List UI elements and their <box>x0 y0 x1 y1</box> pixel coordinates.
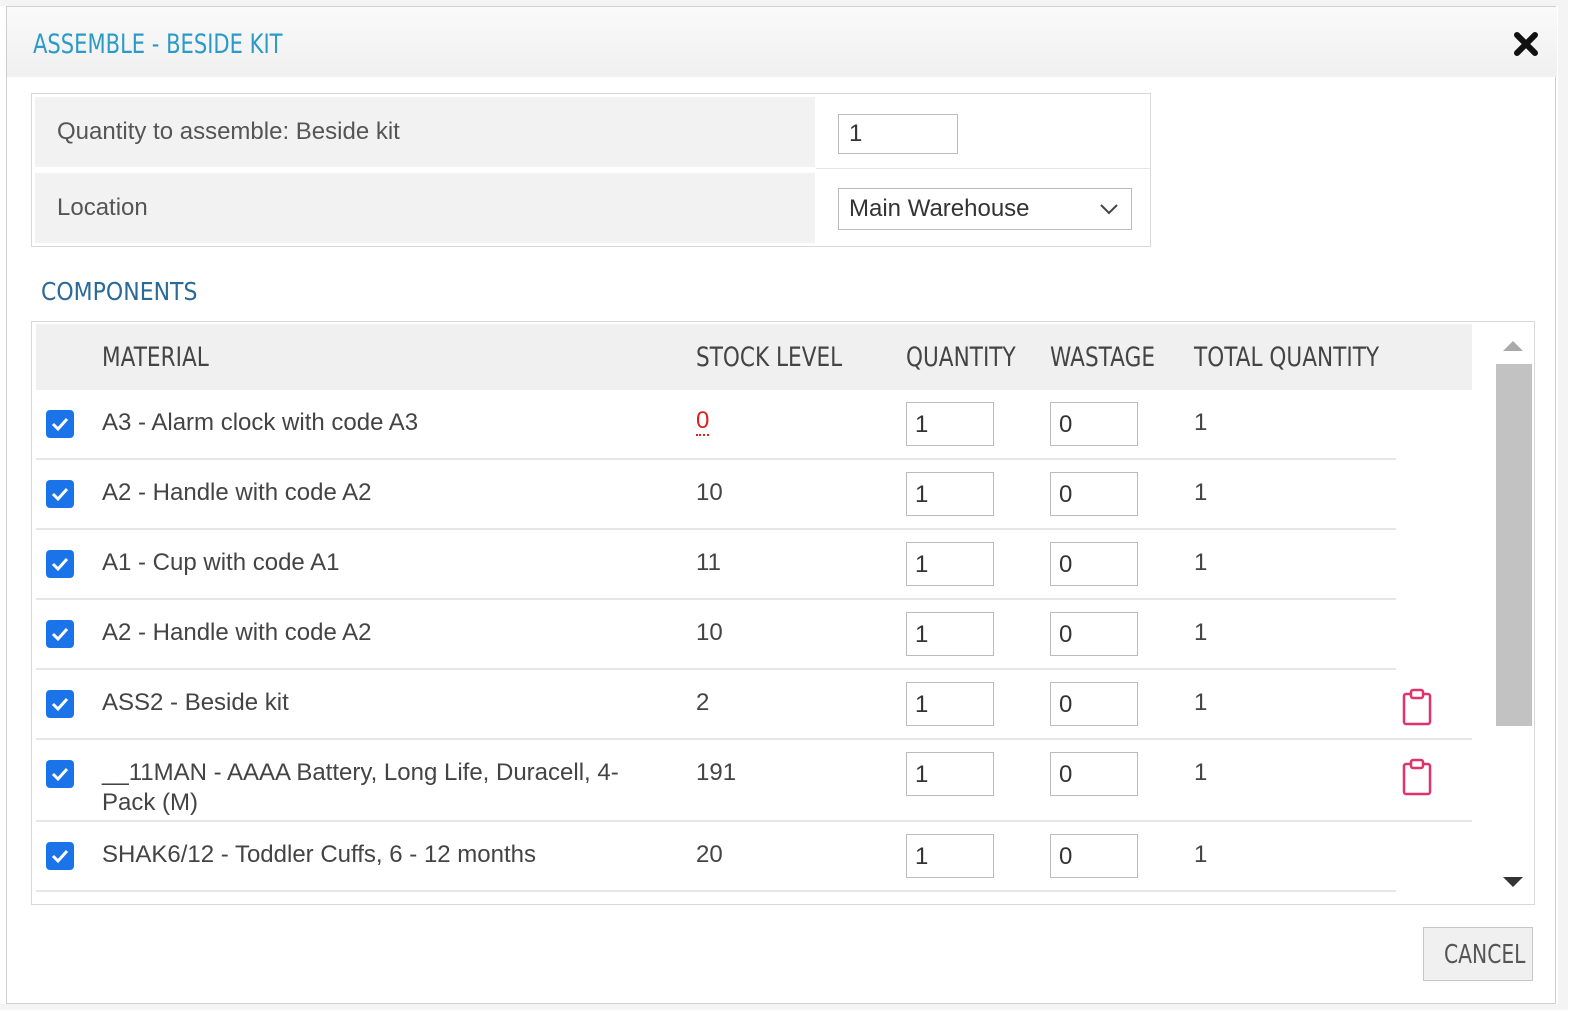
components-section-title: COMPONENTS <box>41 277 198 306</box>
material-cell: __11MAN - AAAA Battery, Long Life, Durac… <box>102 759 619 816</box>
table-row: A3 - Alarm clock with code A3 0 1 0 1 <box>36 390 1396 460</box>
table-row: A2 - Handle with code A2 10 1 0 1 <box>36 460 1396 530</box>
divider <box>36 890 1396 892</box>
assemble-form: Quantity to assemble: Beside kit 1 Locat… <box>31 93 1151 247</box>
location-select-value: Main Warehouse <box>849 195 1030 222</box>
quantity-input[interactable]: 1 <box>906 612 994 656</box>
divider <box>36 820 1472 822</box>
checkmark-icon <box>51 849 69 864</box>
header-stock-level[interactable]: STOCK LEVEL <box>696 342 843 373</box>
row-checkbox[interactable] <box>46 760 74 788</box>
chevron-down-icon <box>1100 204 1118 215</box>
scroll-up-arrow-icon[interactable] <box>1502 338 1524 352</box>
divider <box>36 738 1472 740</box>
stock-level-cell: 10 <box>696 479 723 506</box>
table-row: A1 - Cup with code A1 11 1 0 1 <box>36 530 1396 600</box>
stock-level-cell: 11 <box>696 549 721 576</box>
dialog-titlebar: ASSEMBLE - BESIDE KIT <box>7 7 1557 77</box>
background-page-edge <box>1558 0 1568 1010</box>
cancel-button-label: CANCEL <box>1444 940 1526 970</box>
divider <box>36 598 1396 600</box>
wastage-input[interactable]: 0 <box>1050 682 1138 726</box>
quantity-input[interactable]: 1 <box>906 402 994 446</box>
clipboard-icon[interactable] <box>1400 688 1434 726</box>
material-cell: A2 - Handle with code A2 <box>102 479 372 506</box>
quantity-input[interactable]: 1 <box>906 752 994 796</box>
quantity-input[interactable]: 1 <box>906 542 994 586</box>
wastage-input[interactable]: 0 <box>1050 542 1138 586</box>
header-quantity[interactable]: QUANTITY <box>906 342 1016 373</box>
background-page-top <box>0 0 1568 6</box>
dialog-title: ASSEMBLE - BESIDE KIT <box>33 29 283 60</box>
wastage-input[interactable]: 0 <box>1050 472 1138 516</box>
header-total-quantity[interactable]: TOTAL QUANTITY <box>1194 342 1380 373</box>
wastage-input[interactable]: 0 <box>1050 402 1138 446</box>
material-cell: A3 - Alarm clock with code A3 <box>102 409 419 436</box>
table-row: __11MAN - AAAA Battery, Long Life, Durac… <box>36 740 1472 822</box>
table-row: SHAK6/12 - Toddler Cuffs, 6 - 12 months … <box>36 822 1396 892</box>
row-checkbox[interactable] <box>46 550 74 578</box>
cancel-button[interactable]: CANCEL <box>1423 927 1533 981</box>
checkmark-icon <box>51 487 69 502</box>
material-cell: SHAK6/12 - Toddler Cuffs, 6 - 12 months <box>102 841 537 868</box>
divider <box>36 668 1396 670</box>
quantity-input[interactable]: 1 <box>906 834 994 878</box>
stock-level-cell: 2 <box>696 689 710 716</box>
row-checkbox[interactable] <box>46 842 74 870</box>
checkmark-icon <box>51 557 69 572</box>
total-quantity-cell: 1 <box>1194 759 1208 786</box>
close-icon[interactable] <box>1513 31 1539 57</box>
checkmark-icon <box>51 417 69 432</box>
components-grid: MATERIAL STOCK LEVEL QUANTITY WASTAGE TO… <box>31 321 1535 905</box>
quantity-input[interactable]: 1 <box>906 472 994 516</box>
scroll-down-arrow-icon[interactable] <box>1502 876 1524 890</box>
row-checkbox[interactable] <box>46 480 74 508</box>
row-checkbox[interactable] <box>46 690 74 718</box>
total-quantity-cell: 1 <box>1194 619 1208 646</box>
table-row: ASS2 - Beside kit 2 1 0 1 <box>36 670 1472 740</box>
wastage-input[interactable]: 0 <box>1050 612 1138 656</box>
quantity-input[interactable]: 1 <box>906 682 994 726</box>
grid-header: MATERIAL STOCK LEVEL QUANTITY WASTAGE TO… <box>36 324 1472 390</box>
table-row: A2 - Handle with code A2 10 1 0 1 <box>36 600 1396 670</box>
total-quantity-cell: 1 <box>1194 479 1208 506</box>
quantity-input[interactable]: 1 <box>838 114 958 154</box>
material-cell: A2 - Handle with code A2 <box>102 619 372 646</box>
total-quantity-cell: 1 <box>1194 689 1208 716</box>
divider <box>36 458 1396 460</box>
quantity-label: Quantity to assemble: Beside kit <box>35 97 815 167</box>
material-cell: ASS2 - Beside kit <box>102 689 289 716</box>
quantity-row: Quantity to assemble: Beside kit 1 <box>32 94 1150 169</box>
stock-level-cell: 191 <box>696 759 737 786</box>
divider <box>816 168 1150 169</box>
total-quantity-cell: 1 <box>1194 549 1208 576</box>
material-cell: A1 - Cup with code A1 <box>102 549 340 576</box>
wastage-input[interactable]: 0 <box>1050 752 1138 796</box>
assemble-dialog: ASSEMBLE - BESIDE KIT Quantity to assemb… <box>6 6 1557 1004</box>
divider <box>36 528 1396 530</box>
checkmark-icon <box>51 767 69 782</box>
location-row: Location Main Warehouse <box>32 170 1150 244</box>
vertical-scrollbar[interactable] <box>1494 324 1532 902</box>
stock-level-cell: 20 <box>696 841 723 868</box>
stock-level-cell: 10 <box>696 619 723 646</box>
total-quantity-cell: 1 <box>1194 409 1208 436</box>
scrollbar-thumb[interactable] <box>1496 364 1532 726</box>
total-quantity-cell: 1 <box>1194 841 1208 868</box>
header-material[interactable]: MATERIAL <box>102 342 209 373</box>
clipboard-icon[interactable] <box>1400 758 1434 796</box>
row-checkbox[interactable] <box>46 410 74 438</box>
checkmark-icon <box>51 697 69 712</box>
row-checkbox[interactable] <box>46 620 74 648</box>
location-label: Location <box>35 173 815 243</box>
checkmark-icon <box>51 627 69 642</box>
location-select[interactable]: Main Warehouse <box>838 188 1132 230</box>
wastage-input[interactable]: 0 <box>1050 834 1138 878</box>
stock-level-cell: 0 <box>696 407 710 436</box>
background-page-bottom <box>0 1004 1568 1010</box>
header-wastage[interactable]: WASTAGE <box>1050 342 1155 373</box>
